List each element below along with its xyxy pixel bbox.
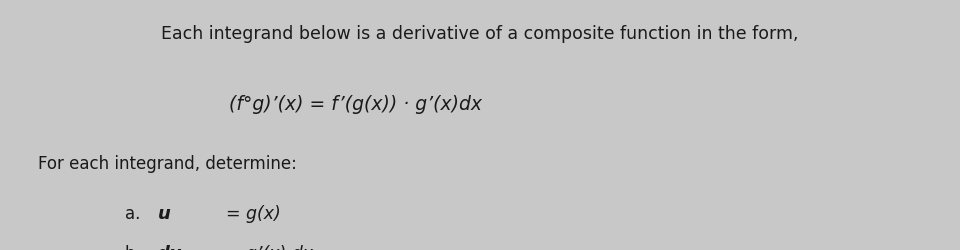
Text: u: u [158,205,171,223]
Text: = g(x): = g(x) [226,205,280,223]
Text: (f°g)’(x) = f’(g(x)) · g’(x)dx: (f°g)’(x) = f’(g(x)) · g’(x)dx [228,95,482,114]
Text: = g’(x) dx: = g’(x) dx [226,245,313,250]
Text: du: du [156,245,182,250]
Text: a.: a. [125,205,140,223]
Text: b.: b. [125,245,140,250]
Text: Each integrand below is a derivative of a composite function in the form,: Each integrand below is a derivative of … [161,25,799,43]
Text: For each integrand, determine:: For each integrand, determine: [38,155,298,173]
